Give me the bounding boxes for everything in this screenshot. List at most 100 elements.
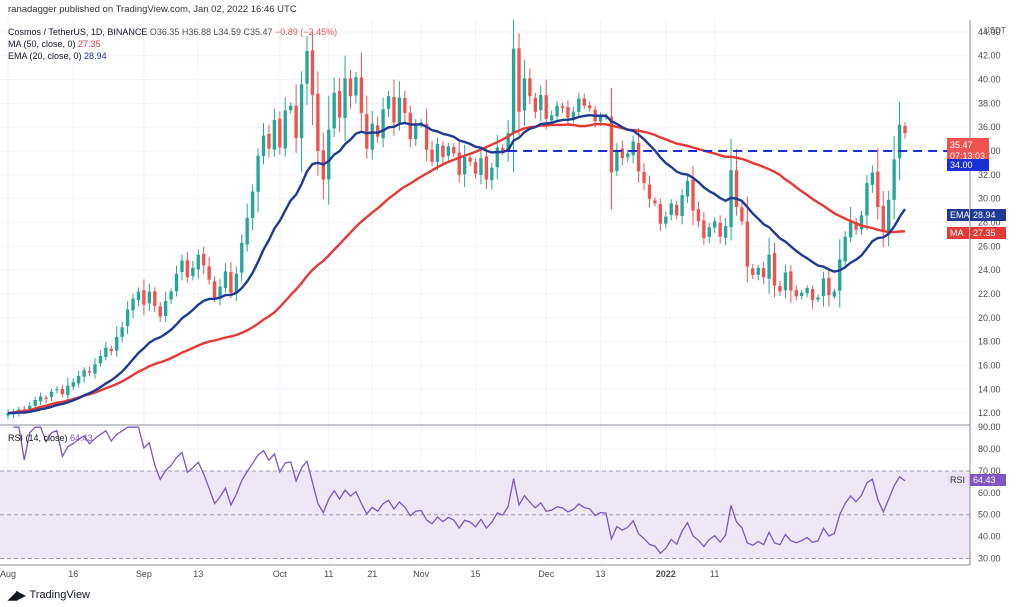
time-tick-label: 13 [596,569,606,579]
candle-body [82,370,86,377]
symbol-legend: Cosmos / TetherUS, 1D, BINANCE O36.35 H3… [8,27,337,37]
candle-body [66,385,70,396]
candle-body [816,297,820,300]
candle-body [223,271,228,289]
candle-body [745,221,750,267]
candle-body [250,191,255,219]
candle-body [457,152,461,175]
candle-body [38,396,43,402]
candle-body [707,227,711,237]
price-tick-label: 28.00 [978,218,1001,228]
time-tick-label: 11 [710,569,719,579]
candle-body [87,371,92,373]
candle-body [658,204,663,224]
candle-body [408,112,412,140]
candle-body [892,159,896,200]
candle-body [196,254,200,270]
ma-legend-value: 27.35 [78,39,101,49]
candle-body [212,281,217,298]
rsi-tick-label: 80.00 [978,444,1001,454]
candle-body [680,195,684,216]
candle-body [131,298,135,311]
rsi-tick-label: 40.00 [978,532,1001,542]
candle-body [446,146,451,156]
candle-body [549,115,554,121]
price-tick-label: 42.00 [978,51,1001,61]
candle-body [71,382,75,387]
rsi-axis-labels: 30.00 40.00 50.00 60.00 70.00 80.00 90.00 [978,422,1001,563]
candle-body [533,97,538,112]
last-price-value: 35.47 [950,140,973,150]
candle-body [462,156,467,175]
candle-body [767,254,771,279]
candle-body [870,172,875,185]
candle-body [6,413,10,416]
candle-body [153,291,157,306]
candle-body [468,157,472,162]
ma-legend: MA (50, close, 0) 27.35 [8,39,101,49]
candle-body [865,183,869,216]
price-change: −0.89 (−2.45%) [275,27,338,37]
time-tick-label: 2022 [656,569,676,579]
candle-body [22,409,26,411]
candle-body [337,90,342,118]
candle-body [229,272,233,293]
candle-body [560,106,565,109]
candle-body [289,105,293,111]
candle-body [827,278,831,296]
candle-body [452,147,456,154]
candle-body [495,147,499,168]
symbol-name: Cosmos / TetherUS, 1D, BINANCE [8,27,148,37]
candle-body [876,171,880,208]
candle-body [555,105,559,117]
candle-body [55,389,59,391]
candle-body [370,123,374,150]
candle-body [642,171,646,184]
candle-body [854,221,858,230]
candle-body [664,216,668,224]
candle-body [28,405,32,410]
candle-body [761,268,766,278]
candle-body [783,272,788,291]
candle-body [375,125,380,137]
candle-body [234,273,239,294]
ema-legend-value: 28.94 [84,51,107,61]
ema-line [7,113,906,415]
price-tick-label: 16.00 [978,360,1001,370]
candle-body [653,200,657,204]
candle-body [772,253,777,286]
tradingview-logo[interactable]: ◢▶ TradingView [8,588,90,602]
candle-body [685,180,690,197]
candle-body [740,207,744,222]
candle-body [49,391,54,398]
candle-body [435,143,440,163]
candle-body [185,260,190,278]
candle-body [424,124,429,150]
candle-body [218,286,222,298]
candle-body [381,109,385,139]
candle-body [832,291,837,297]
rsi-tick-label: 30.00 [978,553,1001,563]
rsi-tick-label: 70.00 [978,466,1001,476]
time-tick-label: Oct [273,569,288,579]
rsi-axis-value: 64.43 [970,474,1006,486]
ema-legend: EMA (20, close, 0) 28.94 [8,51,107,61]
candle-body [327,129,331,180]
candle-body [506,133,510,152]
ma-line [7,122,906,415]
rsi-tick-label: 90.00 [978,422,1001,432]
candle-body [588,105,592,109]
candle-body [261,135,266,156]
time-axis-labels: Aug 16 Sep 13 Oct 11 21 Nov 15 Dec 13 2022 11 [0,569,719,579]
rsi-legend-label: RSI (14, close) [8,433,68,443]
candle-body [180,260,184,272]
candle-body [397,97,402,123]
candle-body [800,292,804,296]
candle-body [191,267,195,277]
price-tick-label: 26.00 [978,241,1001,251]
candle-body [430,149,434,162]
candle-body [365,114,369,149]
candle-body [691,179,695,211]
candle-body [577,98,581,112]
